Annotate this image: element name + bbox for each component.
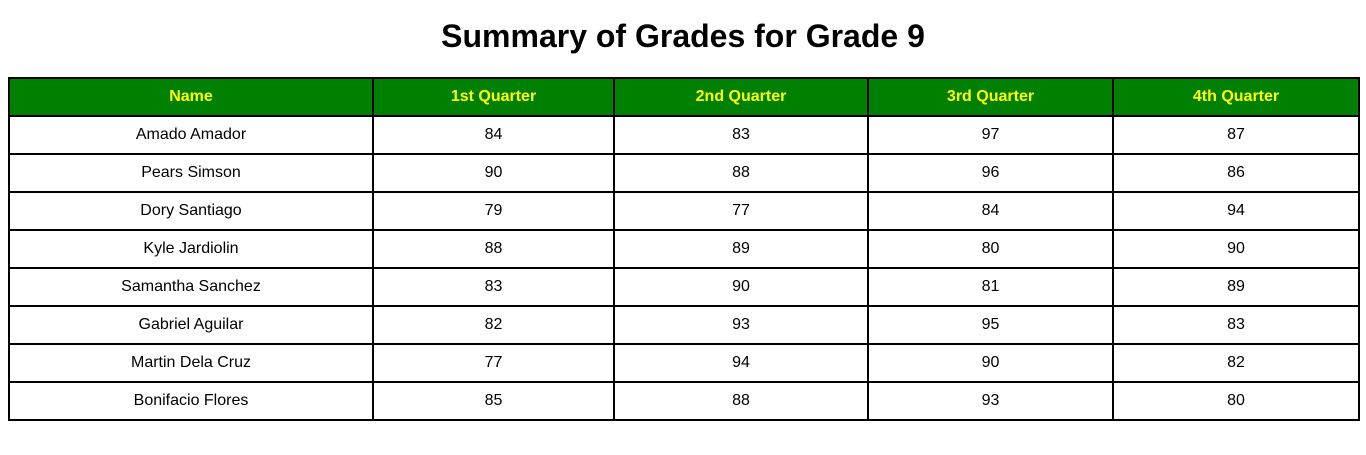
- table-row: Samantha Sanchez 83 90 81 89: [8, 267, 1360, 307]
- grade-cell: 87: [1112, 115, 1360, 155]
- grade-cell: 79: [372, 191, 615, 231]
- page-title: Summary of Grades for Grade 9: [441, 18, 925, 54]
- grade-cell: 77: [613, 191, 869, 231]
- header-3rd-quarter: 3rd Quarter: [867, 77, 1114, 117]
- grade-cell: 94: [613, 343, 869, 383]
- grade-cell: 90: [613, 267, 869, 307]
- table-row: Dory Santiago 79 77 84 94: [8, 191, 1360, 231]
- grade-cell: 84: [867, 191, 1114, 231]
- grade-cell: 84: [372, 115, 615, 155]
- grade-cell: 81: [867, 267, 1114, 307]
- student-name: Bonifacio Flores: [8, 381, 374, 421]
- header-row: Name 1st Quarter 2nd Quarter 3rd Quarter…: [8, 77, 1360, 117]
- header-name: Name: [8, 77, 374, 117]
- grade-cell: 95: [867, 305, 1114, 345]
- table-row: Kyle Jardiolin 88 89 80 90: [8, 229, 1360, 269]
- grade-cell: 90: [1112, 229, 1360, 269]
- grade-cell: 94: [1112, 191, 1360, 231]
- grade-cell: 90: [867, 343, 1114, 383]
- student-name: Gabriel Aguilar: [8, 305, 374, 345]
- grade-cell: 88: [613, 381, 869, 421]
- grade-cell: 77: [372, 343, 615, 383]
- table-row: Gabriel Aguilar 82 93 95 83: [8, 305, 1360, 345]
- grade-cell: 93: [867, 381, 1114, 421]
- student-name: Amado Amador: [8, 115, 374, 155]
- grade-cell: 96: [867, 153, 1114, 193]
- student-name: Martin Dela Cruz: [8, 343, 374, 383]
- grade-cell: 83: [1112, 305, 1360, 345]
- grade-cell: 82: [372, 305, 615, 345]
- student-name: Dory Santiago: [8, 191, 374, 231]
- grade-cell: 90: [372, 153, 615, 193]
- grade-cell: 82: [1112, 343, 1360, 383]
- grade-cell: 88: [613, 153, 869, 193]
- grade-cell: 80: [867, 229, 1114, 269]
- grade-cell: 89: [613, 229, 869, 269]
- student-name: Kyle Jardiolin: [8, 229, 374, 269]
- header-4th-quarter: 4th Quarter: [1112, 77, 1360, 117]
- table-row: Pears Simson 90 88 96 86: [8, 153, 1360, 193]
- grade-cell: 83: [613, 115, 869, 155]
- grade-cell: 80: [1112, 381, 1360, 421]
- grade-cell: 85: [372, 381, 615, 421]
- header-2nd-quarter: 2nd Quarter: [613, 77, 869, 117]
- grade-cell: 97: [867, 115, 1114, 155]
- table-row: Bonifacio Flores 85 88 93 80: [8, 381, 1360, 421]
- grades-table: Name 1st Quarter 2nd Quarter 3rd Quarter…: [8, 77, 1360, 421]
- student-name: Pears Simson: [8, 153, 374, 193]
- header-1st-quarter: 1st Quarter: [372, 77, 615, 117]
- student-name: Samantha Sanchez: [8, 267, 374, 307]
- grade-cell: 86: [1112, 153, 1360, 193]
- table-row: Amado Amador 84 83 97 87: [8, 115, 1360, 155]
- grade-cell: 88: [372, 229, 615, 269]
- grade-cell: 83: [372, 267, 615, 307]
- grade-cell: 89: [1112, 267, 1360, 307]
- table-row: Martin Dela Cruz 77 94 90 82: [8, 343, 1360, 383]
- grade-cell: 93: [613, 305, 869, 345]
